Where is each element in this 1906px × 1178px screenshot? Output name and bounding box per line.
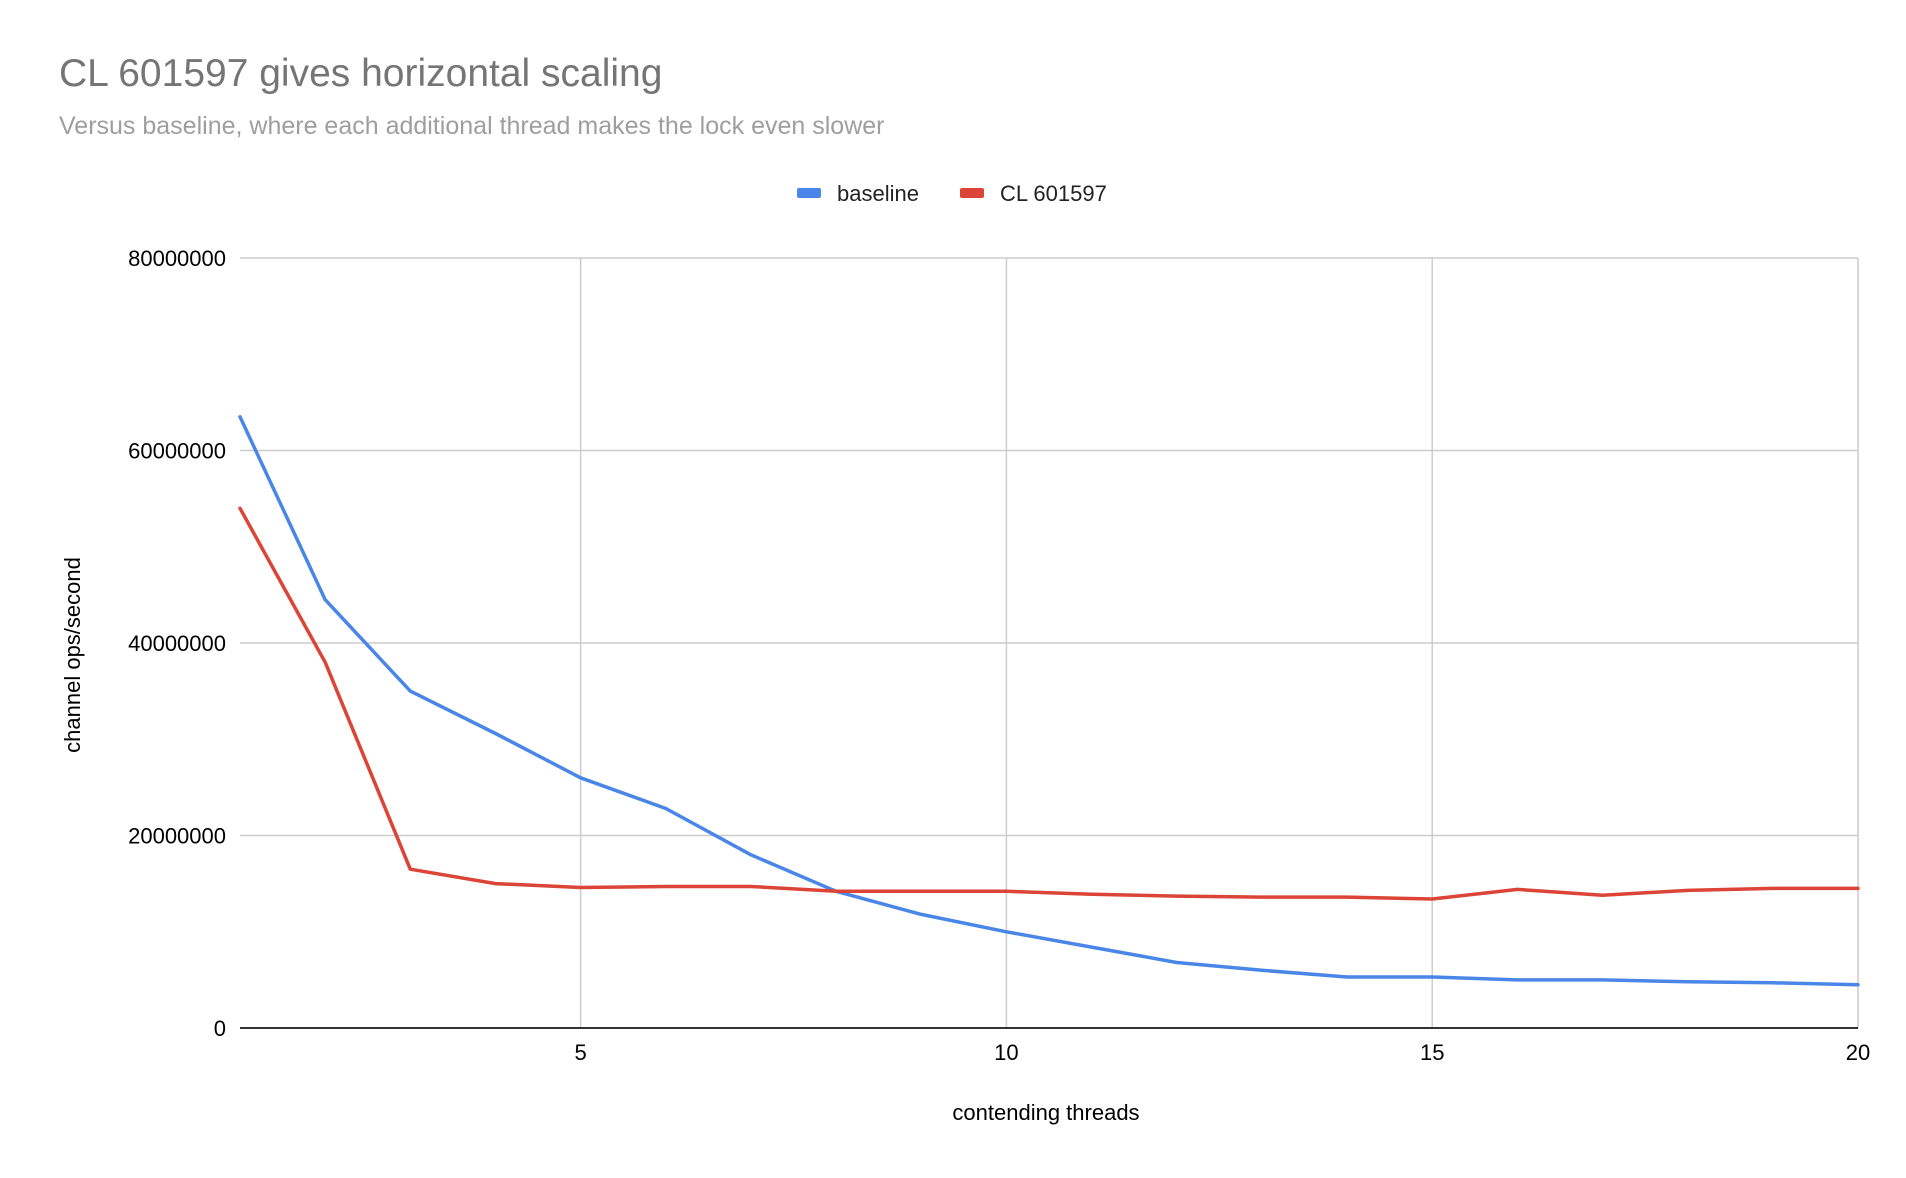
axes: 0 20000000 40000000 60000000 80000000 5 10 15 20	[128, 246, 1870, 1065]
legend-label: CL 601597	[1000, 181, 1107, 206]
legend-swatch	[797, 188, 821, 198]
x-tick-label: 5	[575, 1040, 587, 1065]
y-tick-label: 40000000	[128, 631, 226, 656]
series-line-cl-601597	[238, 506, 1860, 901]
chart-subtitle: Versus baseline, where each additional t…	[59, 112, 885, 140]
x-axis-label: contending threads	[952, 1100, 1139, 1125]
series-line-baseline	[238, 415, 1860, 987]
legend: baseline CL 601597	[797, 181, 1107, 206]
y-tick-label: 0	[214, 1016, 226, 1041]
legend-swatch	[960, 188, 984, 198]
x-tick-label: 20	[1846, 1040, 1870, 1065]
y-tick-label: 60000000	[128, 439, 226, 464]
x-tick-label: 15	[1420, 1040, 1444, 1065]
series-lines	[238, 415, 1860, 987]
gridlines	[240, 257, 1859, 1028]
x-tick-label: 10	[994, 1040, 1018, 1065]
legend-label: baseline	[837, 181, 919, 206]
y-axis-label: channel ops/second	[60, 557, 85, 753]
chart-title: CL 601597 gives horizontal scaling	[59, 52, 663, 95]
y-tick-label: 80000000	[128, 246, 226, 271]
y-tick-label: 20000000	[128, 824, 226, 849]
